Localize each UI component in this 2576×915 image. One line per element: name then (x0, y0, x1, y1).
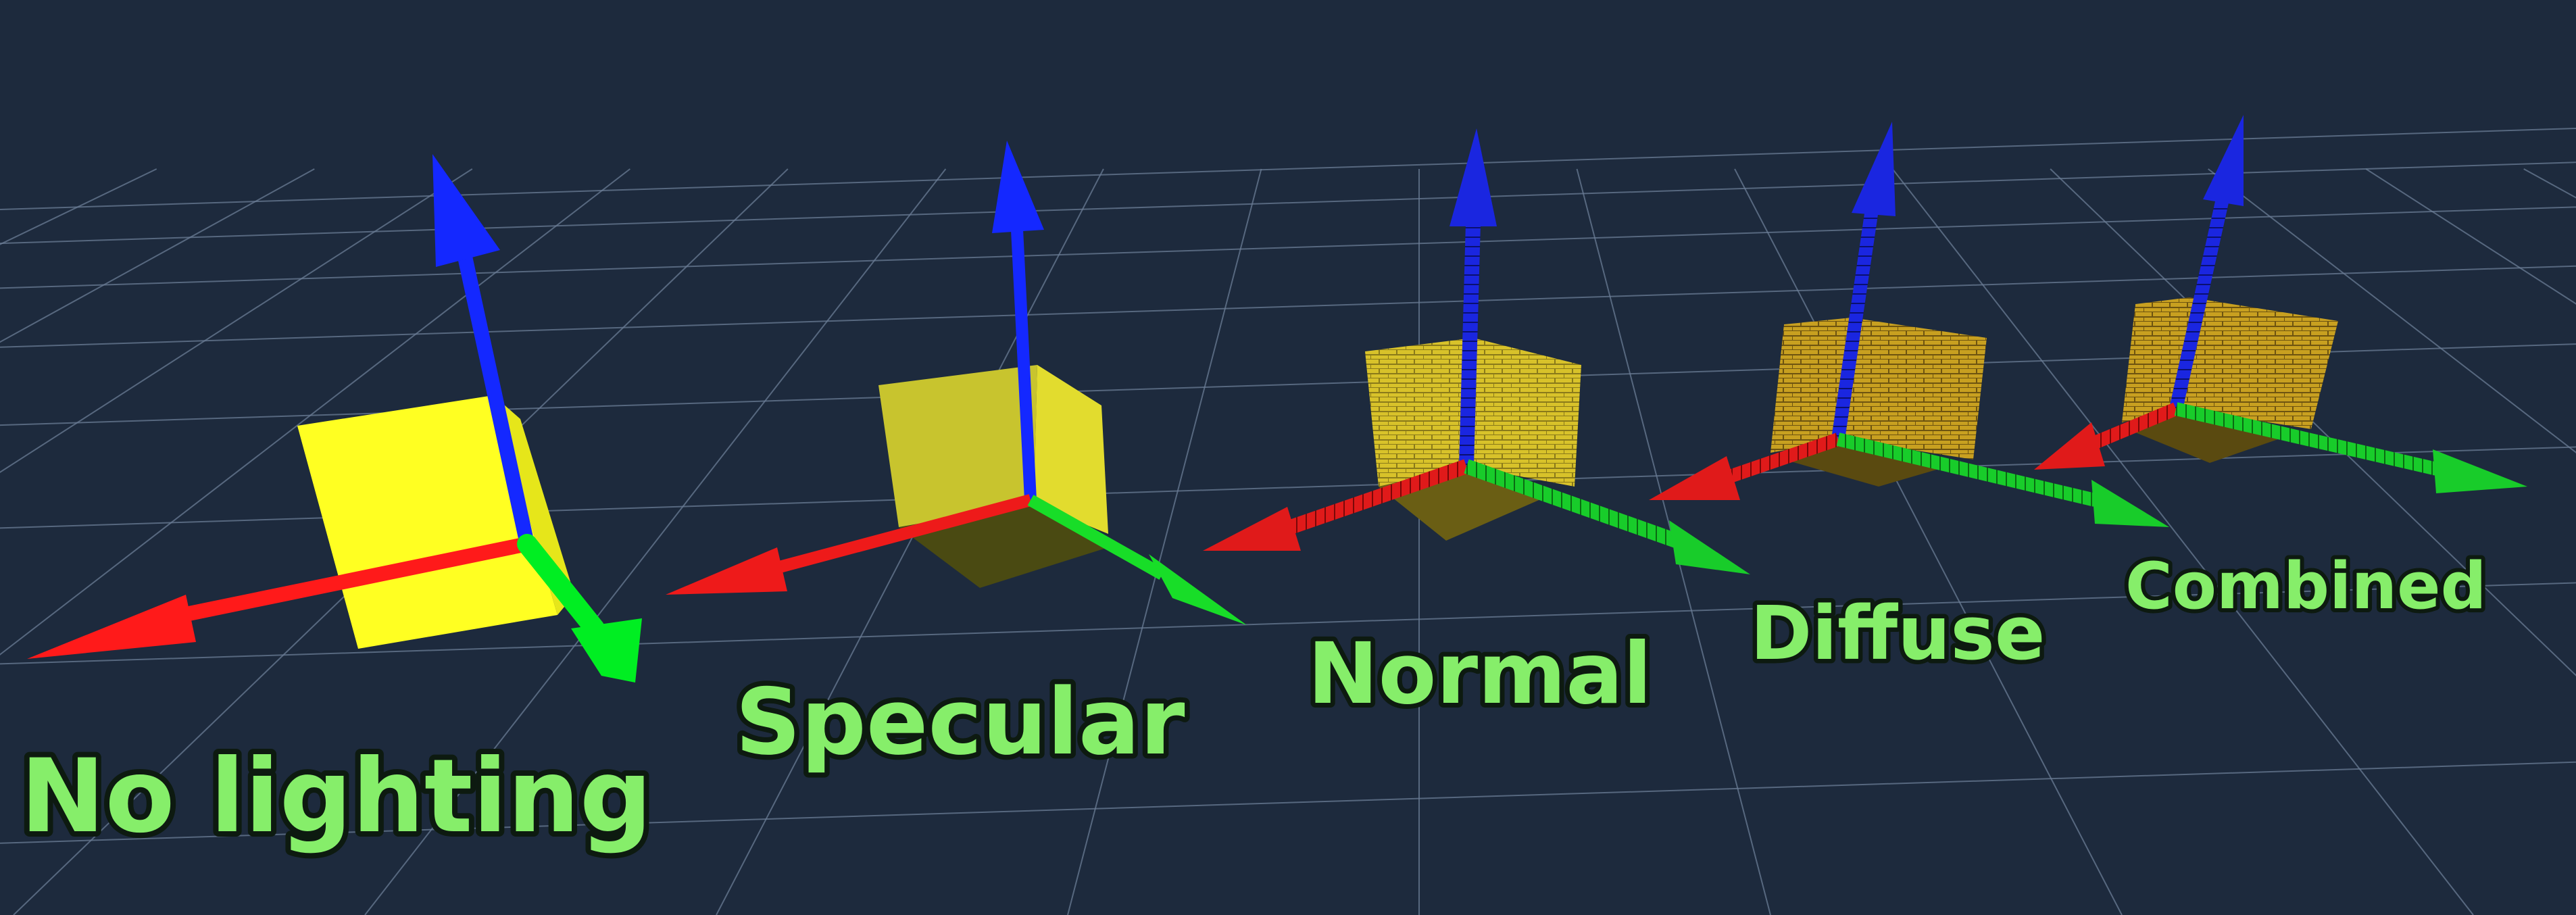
grid-line (2523, 168, 2576, 199)
gizmo-diffuse (1649, 122, 2169, 527)
cube-shadow (2135, 409, 2298, 463)
grid-line (2208, 168, 2576, 453)
y-axis-arrow (1027, 495, 1247, 625)
cube-side-face (1034, 365, 1108, 534)
grid-line (716, 168, 1104, 915)
y-axis-arrow (1464, 459, 1750, 574)
z-axis-arrow (1450, 128, 1497, 467)
grid-line (364, 168, 947, 915)
y-axis-arrow (517, 534, 642, 683)
grid-line (0, 206, 2576, 289)
gizmo-combined (2034, 115, 2527, 493)
y-axis-arrow (1836, 432, 2169, 527)
grid-line (2050, 168, 2576, 676)
caption-combined: Combined (2125, 549, 2487, 624)
x-axis-arrow (2034, 402, 2179, 470)
grid-line (0, 761, 2576, 844)
z-axis-arrow (432, 154, 535, 551)
z-axis-arrow (1831, 122, 1896, 441)
cube-front-face (2122, 297, 2189, 422)
cube-front-face (1770, 318, 1852, 453)
caption-diffuse: Diffuse (1750, 590, 2046, 676)
grid-line (0, 168, 473, 474)
x-axis-arrow (666, 494, 1033, 595)
grid-line (0, 128, 2576, 210)
cube-side-face (1466, 338, 1581, 487)
grid-line (2365, 168, 2576, 305)
cube-front-face (1365, 338, 1473, 487)
cube-shadow (1784, 439, 1960, 487)
gizmo-normal (1203, 128, 1750, 574)
cube-front-face (878, 365, 1037, 527)
gizmo-no-lighting (27, 154, 642, 683)
cube-side-face (2183, 297, 2338, 429)
grid-line (1891, 168, 2474, 915)
x-axis-arrow (1649, 432, 1841, 500)
grid-line (0, 265, 2576, 348)
x-axis-arrow (27, 537, 535, 659)
grid-line (0, 582, 2576, 665)
caption-normal: Normal (1308, 625, 1652, 723)
y-axis-arrow (2174, 402, 2527, 493)
caption-no-lighting: No lighting (20, 738, 652, 856)
z-axis-arrow (2169, 115, 2244, 411)
grid-line (0, 162, 2576, 245)
floor-grid (0, 128, 2576, 915)
z-axis-arrow (992, 141, 1044, 501)
gizmo-specular (666, 141, 1247, 625)
grid-line (1067, 168, 1262, 915)
cube-side-face (1845, 318, 1987, 460)
grid-line (0, 168, 315, 343)
x-axis-arrow (1203, 459, 1469, 551)
caption-specular: Specular (735, 669, 1185, 775)
grid-line (1734, 168, 2123, 915)
